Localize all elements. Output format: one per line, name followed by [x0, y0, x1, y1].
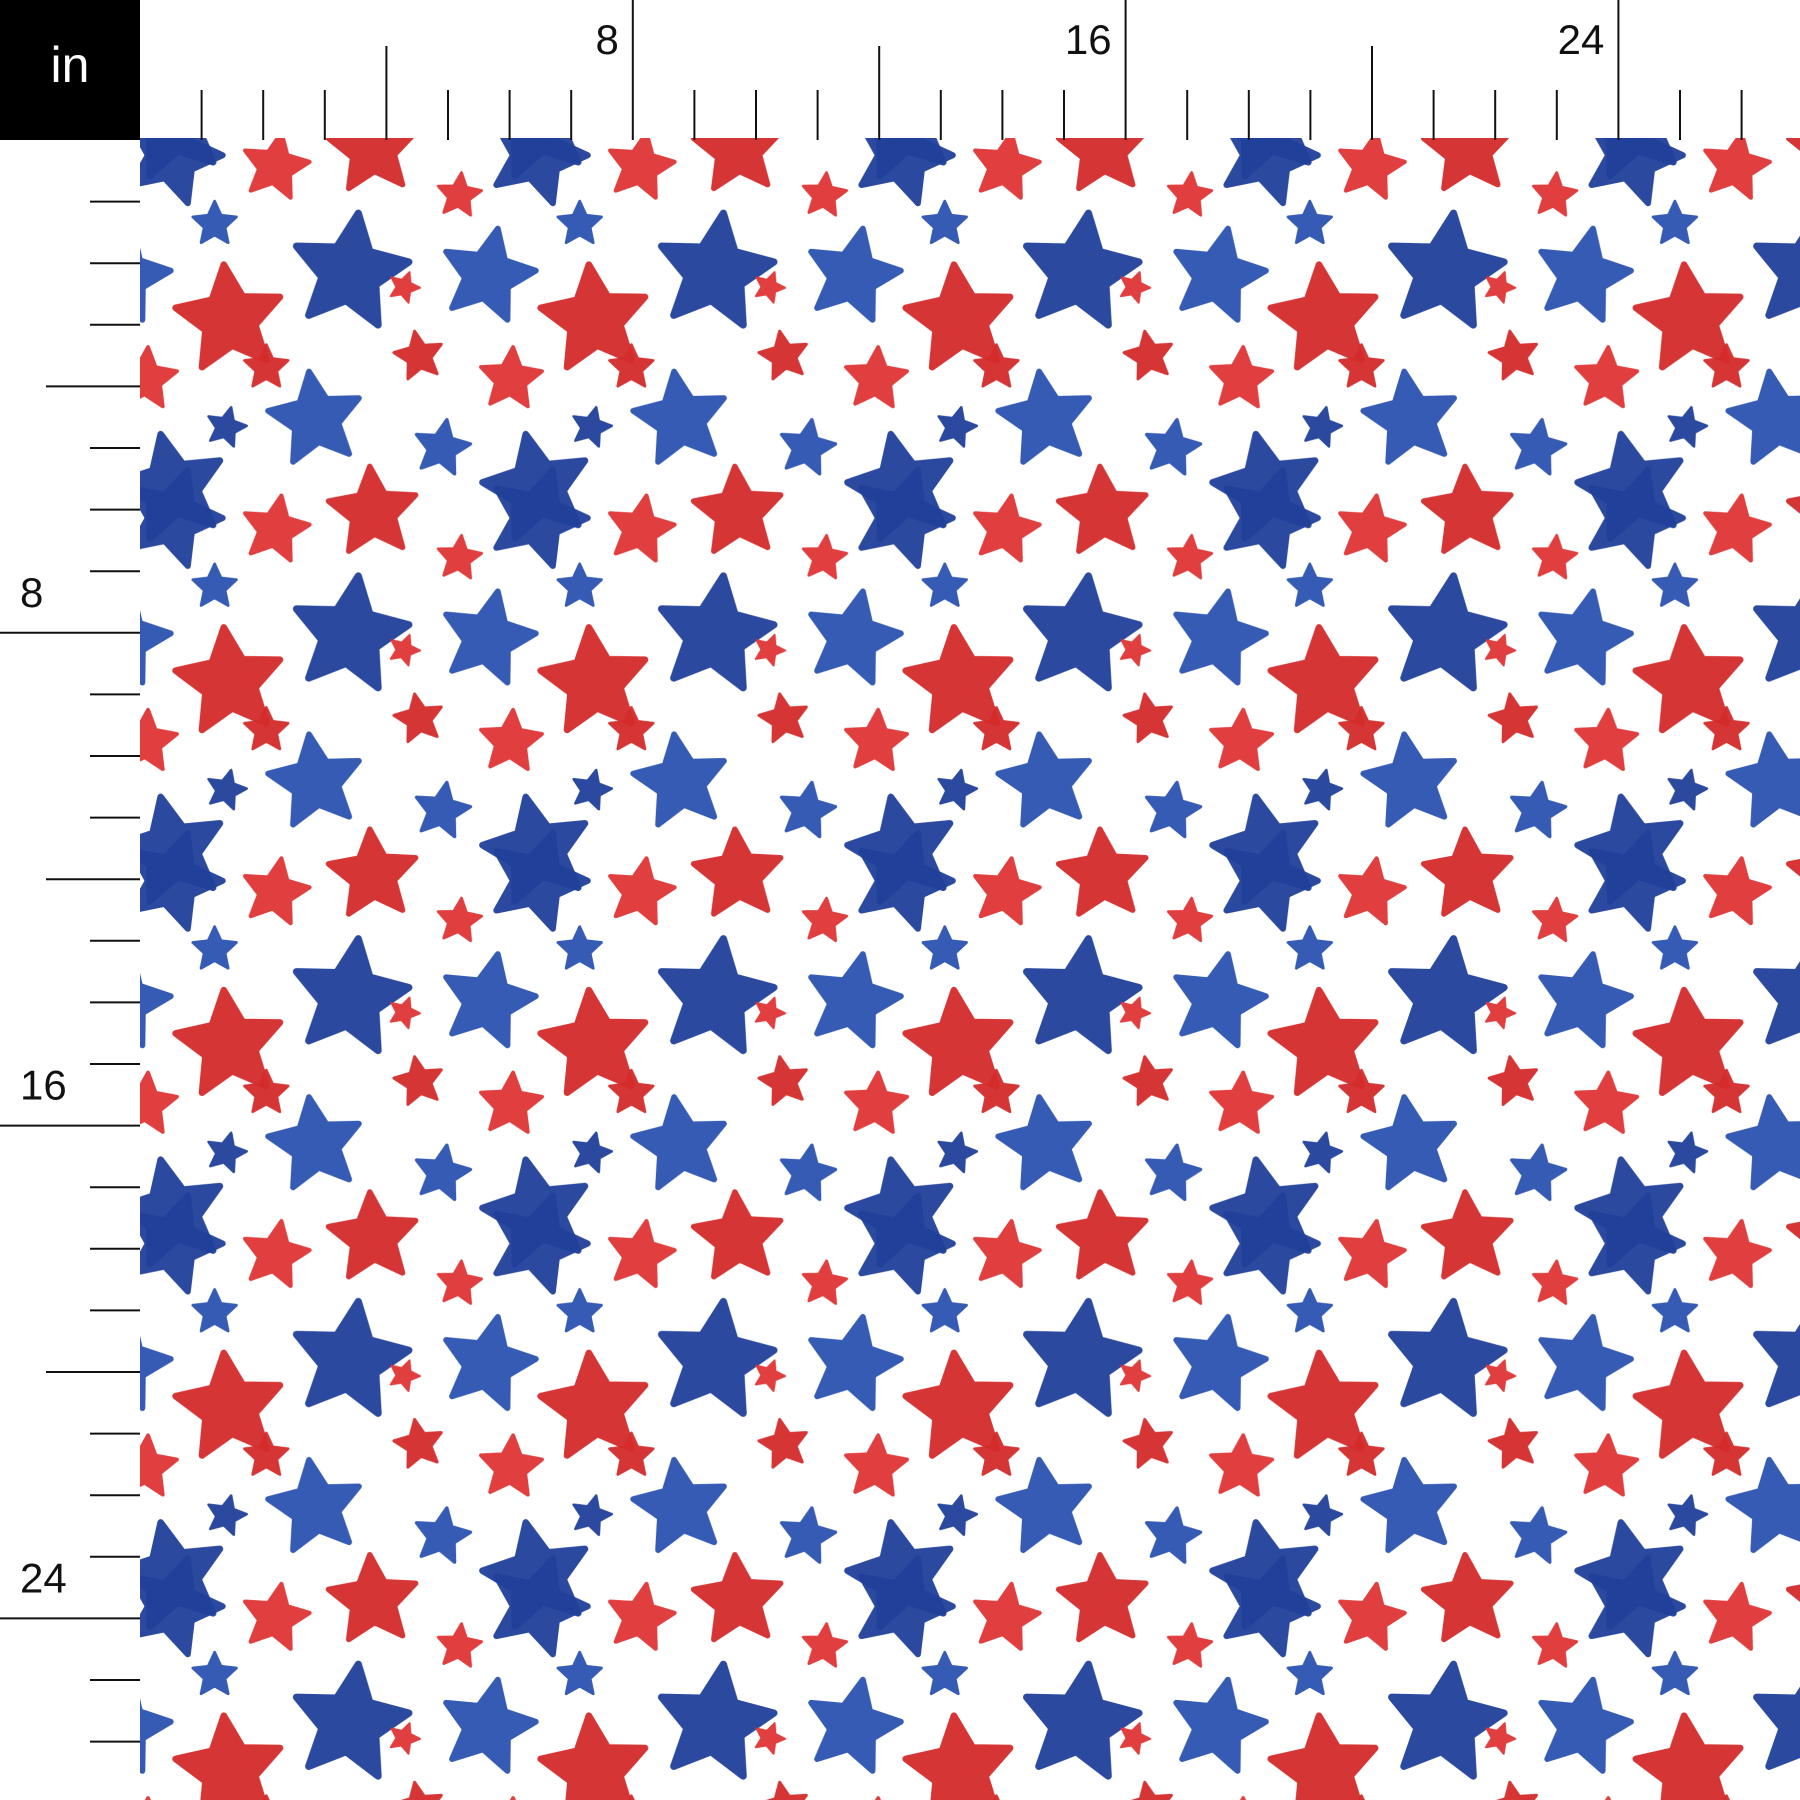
- left-ruler: [0, 138, 140, 1800]
- top-ruler-label: 8: [595, 16, 618, 63]
- left-ruler-label: 16: [20, 1062, 67, 1109]
- ruler-labels: 8 16 24 8 16 24: [20, 16, 1604, 1601]
- unit-label: in: [51, 37, 90, 93]
- top-ruler-label: 16: [1065, 16, 1112, 63]
- top-ruler-label: 24: [1558, 16, 1605, 63]
- left-ruler-label: 8: [20, 569, 43, 616]
- ruler-ticks: [0, 0, 1743, 1743]
- star-pattern: [140, 138, 1800, 1800]
- left-ruler-label: 24: [20, 1554, 67, 1601]
- top-ruler: [140, 0, 1800, 138]
- unit-box: [0, 0, 140, 140]
